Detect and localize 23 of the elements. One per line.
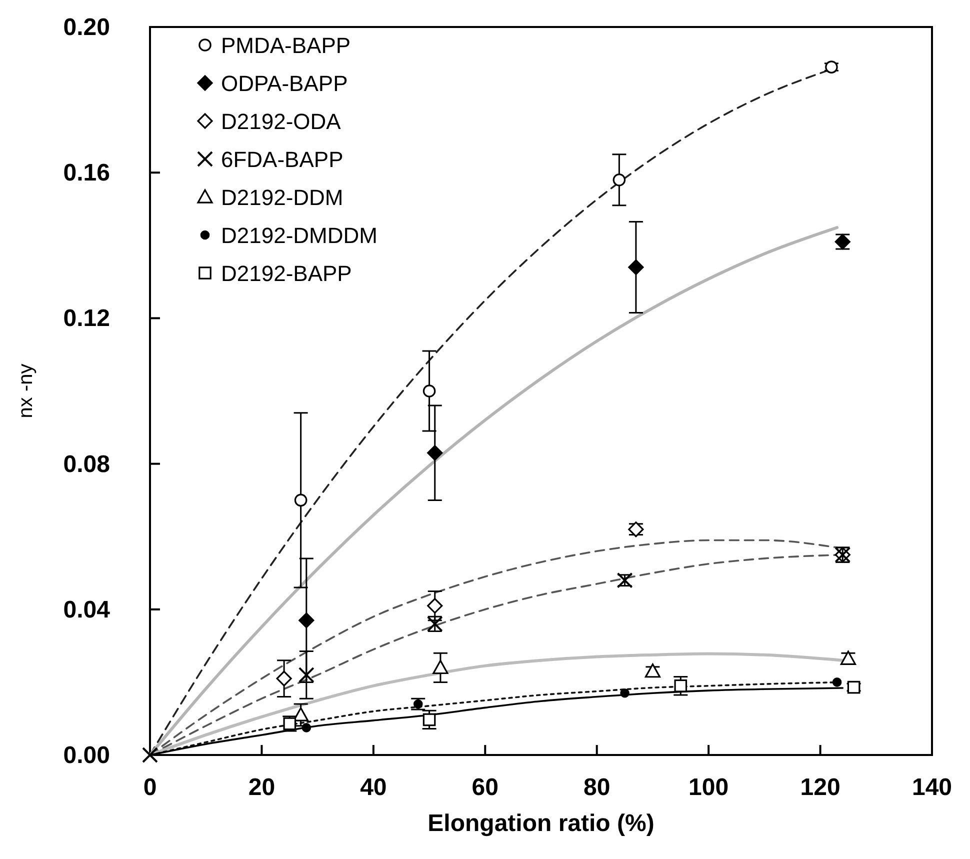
- y-tick-label: 0.00: [63, 742, 110, 769]
- legend-label: PMDA-BAPP: [221, 33, 351, 58]
- y-tick-label: 0.20: [63, 14, 110, 41]
- x-tick-label: 120: [800, 774, 840, 801]
- y-tick-label: 0.08: [63, 450, 110, 478]
- x-tick-label: 80: [584, 774, 610, 801]
- y-tick-label: 0.16: [63, 160, 110, 187]
- x-tick-label: 140: [912, 774, 952, 801]
- y-tick-label: 0.04: [63, 596, 111, 624]
- legend-label: D2192-DDM: [221, 185, 344, 210]
- legend-label: D2192-DMDDM: [221, 223, 378, 248]
- x-tick-label: 100: [688, 774, 729, 801]
- legend-label: D2192-ODA: [221, 109, 342, 134]
- x-tick-label: 20: [248, 774, 276, 801]
- legend-label: ODPA-BAPP: [221, 71, 348, 96]
- x-tick-label: 60: [472, 774, 498, 801]
- y-tick-label: 0.12: [63, 305, 110, 332]
- x-axis-title: Elongation ratio (%): [428, 810, 654, 837]
- y-axis-title: nx -ny: [15, 364, 37, 418]
- legend-label: D2192-BAPP: [221, 261, 352, 286]
- x-tick-label: 0: [143, 774, 157, 801]
- x-tick-label: 40: [360, 774, 387, 801]
- legend-label: 6FDA-BAPP: [221, 147, 344, 172]
